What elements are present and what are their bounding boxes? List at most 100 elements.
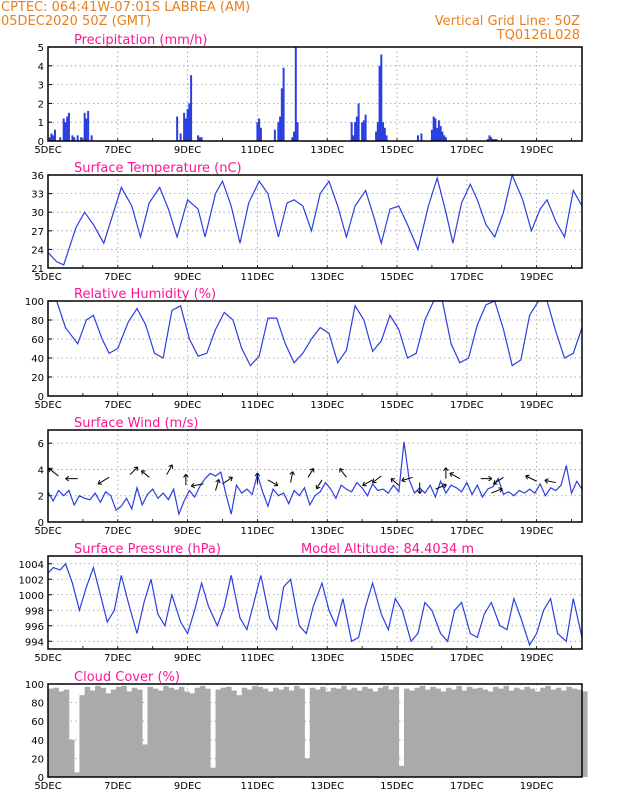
x-tick-label: 9DEC <box>174 145 201 156</box>
grid: 994 996 998 1000 1002 1004 <box>19 556 582 649</box>
cloud-bar <box>555 687 562 777</box>
wind-vector-head <box>133 466 138 469</box>
cloud-bar <box>487 691 494 777</box>
y-tick-label: 0 <box>38 137 44 148</box>
wind-vector-head <box>309 468 314 471</box>
precip-bar <box>416 135 419 141</box>
wind-vector <box>493 476 504 485</box>
x-tick-label: 5DEC <box>34 272 61 283</box>
cloud-bar <box>142 744 148 777</box>
series <box>48 47 498 141</box>
wind-vector-shaft <box>525 475 537 482</box>
wind-vector-head <box>289 471 294 475</box>
y-tick-label: 998 <box>25 606 44 617</box>
x-tick-label: 7DEC <box>104 272 131 283</box>
precip-bar <box>279 116 282 141</box>
panel-2: Relative Humidity (%) 0 20 40 60 80 100 5DEC 7DE… <box>25 287 583 411</box>
x-tick-label: 7DEC <box>104 526 131 537</box>
wind-vector-head <box>141 470 143 475</box>
wind-vector-shaft <box>491 488 503 494</box>
header-line1-right: Vertical Grid Line: 50Z <box>434 14 580 29</box>
cloud-bar <box>236 695 243 777</box>
wind-vector-shaft <box>166 464 173 475</box>
panel-frame <box>47 429 583 523</box>
precip-bar <box>380 54 383 141</box>
panel-1: Surface Temperature (nC) 21 24 27 30 33 36 5DEC… <box>31 161 583 283</box>
wind-vector-shaft <box>544 479 556 484</box>
panel-4: Surface Pressure (hPa) 994 996 998 1000 1002 1… <box>19 542 583 664</box>
wind-vector-head <box>488 478 493 482</box>
cloud-bar <box>189 693 195 777</box>
wind-vector-head <box>97 480 101 485</box>
y-tick-label: 5 <box>38 43 44 54</box>
cloud-bar <box>513 687 520 777</box>
y-tick-label: 0 <box>38 773 44 784</box>
cloud-bar <box>184 691 190 777</box>
wind-vector-shaft <box>493 476 504 485</box>
x-tick-label: 15DEC <box>380 272 414 283</box>
precip-bar <box>80 137 83 141</box>
precip-bar <box>354 122 357 141</box>
y-tick-label: 1000 <box>19 591 44 602</box>
wind-vector <box>443 467 449 479</box>
wind-vector <box>315 479 323 490</box>
cloud-bar <box>503 685 510 777</box>
x-tick-label: 11DEC <box>241 526 275 537</box>
cloud-bar <box>550 689 557 777</box>
cloud-bar <box>178 686 185 777</box>
wind-vector <box>289 471 295 483</box>
cloud-bar <box>168 687 174 777</box>
cloud-bar <box>241 687 248 777</box>
cloud-bar <box>498 688 504 777</box>
wind-vector-head <box>257 472 261 477</box>
wind-vector <box>372 475 382 484</box>
precip-bar <box>277 122 280 141</box>
cloud-bar <box>341 685 347 777</box>
series-line <box>47 173 583 266</box>
precip-bar <box>256 122 259 141</box>
precip-bar <box>280 88 283 141</box>
wind-vector-shaft <box>339 468 347 478</box>
x-tick-label: 17DEC <box>450 653 484 664</box>
y-tick-label: 4 <box>38 62 44 73</box>
precip-bar <box>364 114 367 141</box>
precip-bar <box>67 112 70 141</box>
wind-vector <box>390 478 400 486</box>
precip-bar <box>258 118 261 141</box>
series-line <box>47 441 583 517</box>
x-tick-label: 19DEC <box>520 400 554 411</box>
cloud-bar <box>262 688 269 777</box>
cloud-bar <box>137 689 143 777</box>
x-tick-label: 19DEC <box>520 145 554 156</box>
x-tick-label: 19DEC <box>520 272 554 283</box>
wind-vector-head <box>65 478 70 482</box>
cloud-bar <box>131 687 138 777</box>
precip-bar <box>48 137 51 141</box>
wind-vector-head <box>339 468 344 471</box>
cloud-bar <box>304 758 311 777</box>
cloud-bar <box>315 689 321 777</box>
wind-vector-head <box>443 467 447 472</box>
wind-vector-head <box>443 484 447 489</box>
precip-bar <box>378 65 381 141</box>
x-tick-label: 13DEC <box>310 781 344 792</box>
wind-vector-shaft <box>290 471 294 483</box>
precip-bar <box>294 47 297 141</box>
cloud-bar <box>74 772 80 777</box>
x-tick-label: 13DEC <box>310 526 344 537</box>
x-tick-label: 9DEC <box>174 781 201 792</box>
cloud-bar <box>435 688 441 777</box>
wind-vector <box>362 479 373 487</box>
cloud-bar <box>576 689 583 777</box>
precip-bar <box>197 135 200 141</box>
header-line2-left: 05DEC2020 50Z (GMT) <box>1 14 152 29</box>
y-tick-label: 4 <box>38 465 44 476</box>
wind-vector-head <box>390 478 393 483</box>
y-tick-label: 24 <box>31 245 44 256</box>
x-tick-label: 17DEC <box>450 145 484 156</box>
wind-vector-shaft <box>191 483 204 487</box>
wind-vector-head <box>401 477 405 481</box>
wind-vector-shaft <box>362 479 373 486</box>
wind-vector-shaft <box>222 476 233 485</box>
wind-vector-shaft <box>97 476 110 485</box>
